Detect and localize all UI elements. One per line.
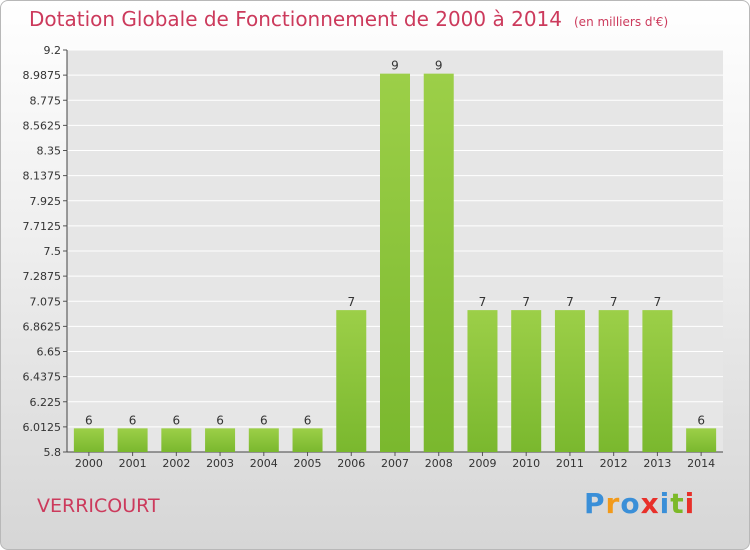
bar-2013: [642, 310, 673, 452]
x-tick-label-2007: 2007: [381, 457, 409, 470]
x-tick-label-2005: 2005: [294, 457, 322, 470]
bar-2001: [117, 428, 148, 452]
bar-2009: [467, 310, 498, 452]
logo-letter: P: [584, 487, 606, 520]
bar-2012: [598, 310, 629, 452]
x-tick-label-2012: 2012: [600, 457, 628, 470]
y-tick-label: 7.925: [30, 195, 62, 208]
data-label-2009: 7: [479, 295, 487, 309]
x-tick-label-2013: 2013: [643, 457, 671, 470]
data-label-2013: 7: [654, 295, 662, 309]
y-tick-label: 7.5: [44, 245, 62, 258]
y-tick-label: 8.35: [37, 145, 62, 158]
y-tick-label: 8.1375: [23, 170, 62, 183]
proxiti-logo: Proxiti: [584, 487, 695, 520]
bar-2000: [73, 428, 104, 452]
y-tick-label: 7.7125: [23, 220, 62, 233]
y-tick-label: 6.225: [30, 396, 62, 409]
data-label-2011: 7: [566, 295, 574, 309]
bar-2004: [248, 428, 279, 452]
chart-title: Dotation Globale de Fonctionnement de 20…: [29, 7, 668, 31]
x-tick-label-2010: 2010: [512, 457, 540, 470]
y-tick-label: 6.65: [37, 346, 62, 359]
y-tick-label: 6.8625: [23, 320, 62, 333]
data-label-2007: 9: [391, 59, 399, 73]
chart-unit: (en milliers d'€): [574, 15, 669, 29]
logo-letter: i: [684, 487, 696, 520]
y-tick-label: 7.2875: [23, 270, 62, 283]
data-label-2000: 6: [85, 413, 93, 427]
y-tick-label: 8.775: [30, 94, 62, 107]
commune-name: VERRICOURT: [37, 495, 160, 517]
data-label-2008: 9: [435, 59, 443, 73]
bar-2005: [292, 428, 323, 452]
data-label-2014: 6: [697, 413, 705, 427]
data-label-2010: 7: [522, 295, 530, 309]
x-tick-label-2011: 2011: [556, 457, 584, 470]
logo-letter: x: [640, 487, 660, 520]
y-tick-label: 9.2: [44, 44, 62, 57]
logo-letter: t: [670, 487, 685, 520]
x-tick-label-2000: 2000: [75, 457, 103, 470]
data-label-2006: 7: [347, 295, 355, 309]
data-label-2004: 6: [260, 413, 268, 427]
bar-2007: [380, 73, 410, 452]
bar-2008: [423, 73, 454, 452]
data-label-2002: 6: [173, 413, 181, 427]
y-tick-label: 6.0125: [23, 421, 62, 434]
logo-letter: i: [659, 487, 671, 520]
bar-2010: [511, 310, 542, 452]
data-label-2005: 6: [304, 413, 312, 427]
y-tick-label: 8.9875: [23, 69, 62, 82]
x-tick-label-2008: 2008: [425, 457, 453, 470]
bar-2003: [205, 428, 236, 452]
x-tick-label-2004: 2004: [250, 457, 278, 470]
logo-letter: o: [620, 487, 641, 520]
x-tick-label-2009: 2009: [468, 457, 496, 470]
x-tick-label-2006: 2006: [337, 457, 365, 470]
x-tick-label-2002: 2002: [162, 457, 190, 470]
data-label-2003: 6: [216, 413, 224, 427]
bar-2014: [686, 428, 717, 452]
bar-2006: [336, 310, 367, 452]
y-tick-label: 5.8: [44, 446, 62, 459]
bar-2002: [161, 428, 192, 452]
logo-letter: r: [605, 487, 621, 520]
x-tick-label-2014: 2014: [687, 457, 715, 470]
data-label-2001: 6: [129, 413, 137, 427]
y-tick-label: 6.4375: [23, 371, 62, 384]
data-label-2012: 7: [610, 295, 618, 309]
bar-2011: [554, 310, 585, 452]
x-tick-label-2001: 2001: [119, 457, 147, 470]
x-tick-label-2003: 2003: [206, 457, 234, 470]
chart-title-text: Dotation Globale de Fonctionnement de 20…: [29, 7, 562, 31]
y-tick-label: 8.5625: [23, 119, 62, 132]
y-tick-label: 7.075: [30, 295, 62, 308]
